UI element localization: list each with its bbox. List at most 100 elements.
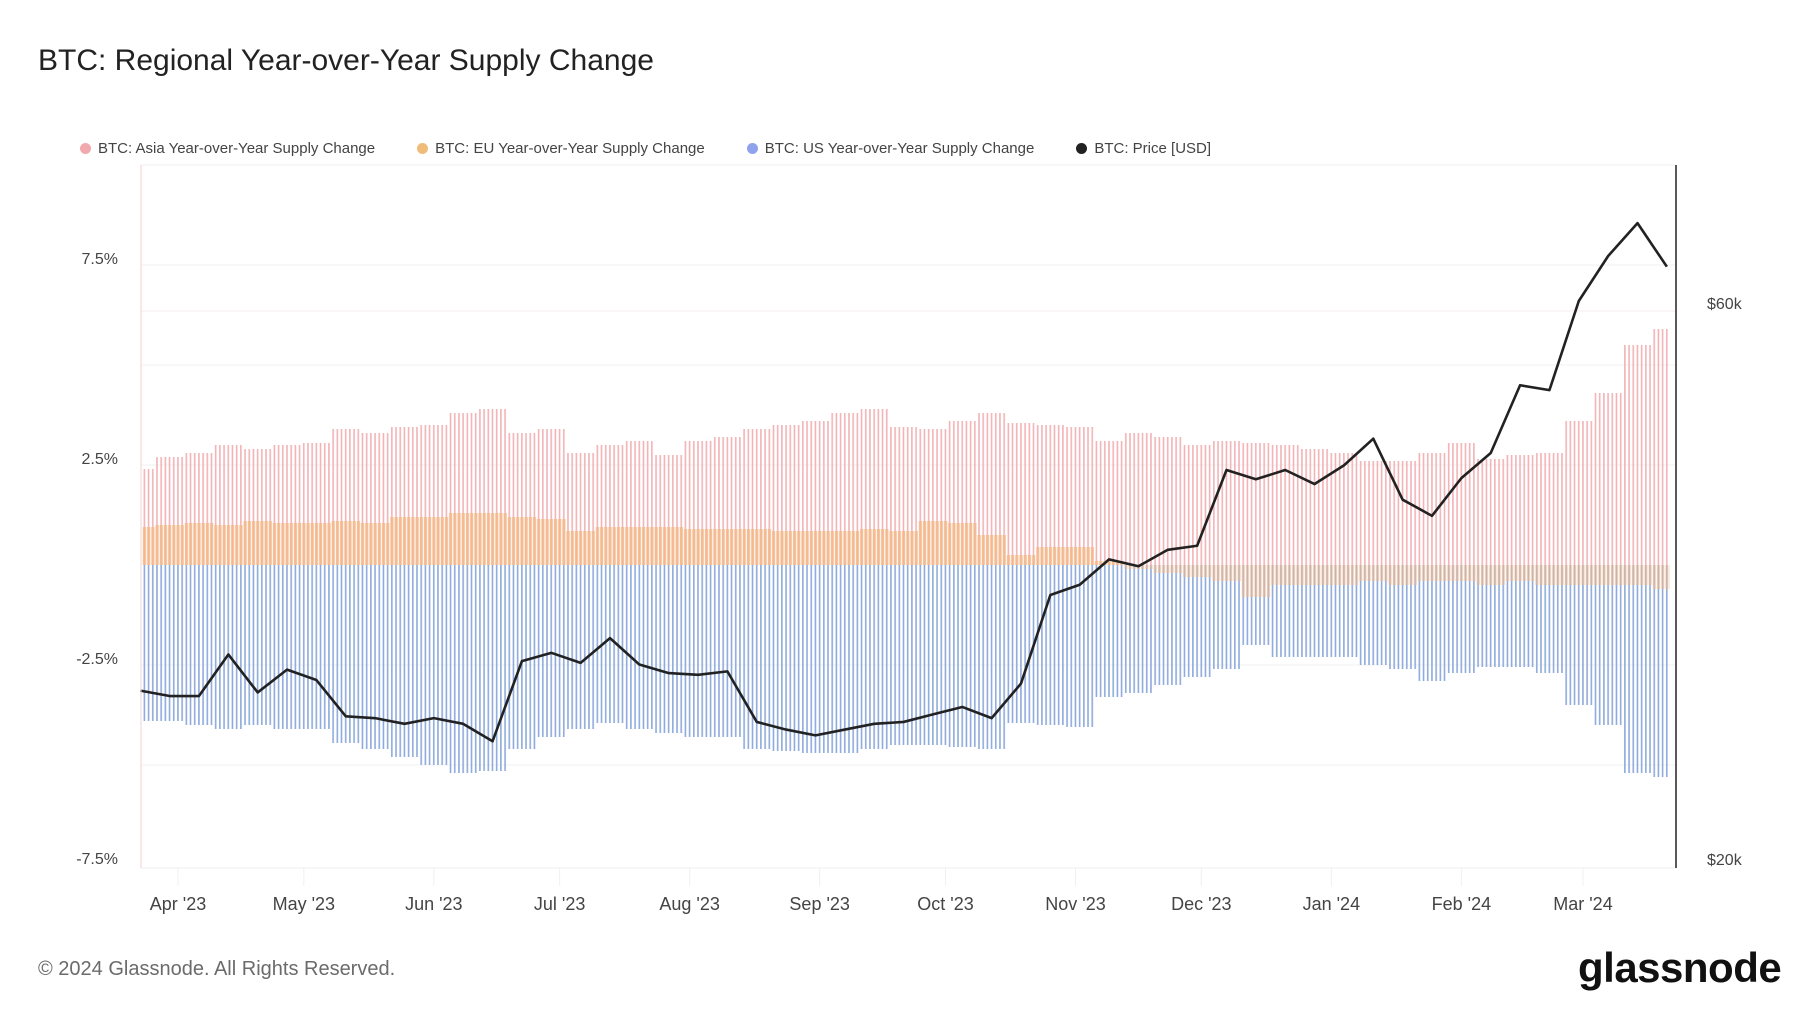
eu-bar <box>565 531 596 565</box>
us-bar <box>1652 565 1670 777</box>
eu-bar <box>1182 565 1212 577</box>
us-bar <box>1065 565 1095 727</box>
eu-bar <box>742 529 772 565</box>
eu-bar <box>859 529 889 565</box>
asia-bar <box>1446 443 1477 565</box>
eu-bar <box>1270 565 1300 585</box>
us-bar <box>624 565 655 729</box>
eu-bar <box>830 531 860 565</box>
eu-bar <box>624 527 655 565</box>
x-tick-label: Jul '23 <box>534 894 585 914</box>
asia-bar <box>1123 433 1154 565</box>
x-tick-label: Aug '23 <box>659 894 720 914</box>
eu-bar <box>507 517 537 565</box>
eu-bar <box>272 523 302 565</box>
us-bar <box>331 565 361 743</box>
asia-bar <box>1622 345 1653 565</box>
asia-bar <box>1652 329 1670 565</box>
x-tick-label: Dec '23 <box>1171 894 1231 914</box>
asia-bar <box>1065 427 1095 565</box>
asia-bar <box>1006 423 1036 565</box>
us-bar <box>595 565 625 723</box>
eu-bar <box>184 523 214 565</box>
y-left-tick-label: -7.5% <box>76 851 118 868</box>
eu-bar <box>1006 555 1036 565</box>
eu-bar <box>771 531 801 565</box>
eu-bar <box>1387 565 1418 585</box>
x-tick-label: Jun '23 <box>405 894 462 914</box>
us-bar <box>142 565 155 721</box>
us-bar <box>1593 565 1623 725</box>
us-bar <box>742 565 772 749</box>
eu-bar <box>1564 565 1594 585</box>
us-bar <box>976 565 1007 749</box>
legend-item-eu[interactable]: BTC: EU Year-over-Year Supply Change <box>417 140 705 157</box>
eu-bar <box>1153 565 1183 573</box>
eu-bar <box>654 527 684 565</box>
eu-bar <box>142 527 155 565</box>
legend-label-us: BTC: US Year-over-Year Supply Change <box>764 140 1035 157</box>
x-tick-label: Nov '23 <box>1045 894 1105 914</box>
x-tick-label: Mar '24 <box>1553 894 1612 914</box>
eu-bar <box>1329 565 1359 585</box>
y-left-tick-label: 2.5% <box>82 451 118 468</box>
eu-bar <box>683 529 713 565</box>
us-bar <box>1417 565 1447 681</box>
us-bar <box>654 565 684 733</box>
eu-bar <box>1652 565 1670 589</box>
y-left-tick-label: 7.5% <box>82 251 118 268</box>
chart-title: BTC: Regional Year-over-Year Supply Chan… <box>38 44 654 77</box>
eu-bar <box>213 525 244 565</box>
us-bar <box>800 565 831 753</box>
us-bar <box>683 565 713 737</box>
eu-bar <box>1065 547 1095 565</box>
us-bar <box>1505 565 1535 667</box>
legend-item-price[interactable]: BTC: Price [USD] <box>1076 140 1211 157</box>
eu-bar <box>1241 565 1271 597</box>
legend-dot-us-icon <box>746 143 758 154</box>
us-bar <box>536 565 566 737</box>
us-bar <box>1123 565 1154 693</box>
us-bar <box>1094 565 1124 697</box>
legend: BTC: Asia Year-over-Year Supply Change B… <box>80 140 1211 157</box>
legend-label-eu: BTC: EU Year-over-Year Supply Change <box>435 140 705 157</box>
us-bar <box>272 565 302 729</box>
us-bar <box>213 565 244 729</box>
us-bar <box>771 565 801 751</box>
us-bar <box>184 565 214 725</box>
y-left-tick-label: -2.5% <box>76 651 118 668</box>
legend-dot-asia-icon <box>80 143 91 154</box>
us-bar <box>1006 565 1036 723</box>
eu-bar <box>154 525 185 565</box>
us-bar <box>243 565 273 725</box>
eu-bar <box>947 523 977 565</box>
copyright: © 2024 Glassnode. All Rights Reserved. <box>38 958 396 980</box>
eu-bar <box>1446 565 1477 581</box>
asia-bar <box>1593 393 1623 565</box>
legend-item-asia[interactable]: BTC: Asia Year-over-Year Supply Change <box>80 140 375 157</box>
eu-bar <box>1299 565 1330 585</box>
x-tick-label: Apr '23 <box>150 894 206 914</box>
us-bar <box>712 565 743 737</box>
y-right-tick-label: $20k <box>1707 852 1743 869</box>
us-bar <box>1182 565 1212 677</box>
eu-bar <box>595 527 625 565</box>
eu-bar <box>389 517 420 565</box>
us-bar <box>1035 565 1066 725</box>
x-tick-label: Oct '23 <box>917 894 973 914</box>
asia-bar <box>1153 437 1183 565</box>
us-bar <box>154 565 185 721</box>
asia-bar <box>1534 453 1565 565</box>
asia-bar <box>1035 425 1066 565</box>
eu-bar <box>1505 565 1535 581</box>
x-tick-label: Feb '24 <box>1432 894 1491 914</box>
glassnode-logo: glassnode <box>1578 944 1782 991</box>
eu-bar <box>360 523 390 565</box>
legend-item-us[interactable]: BTC: US Year-over-Year Supply Change <box>746 140 1035 157</box>
us-bar <box>419 565 449 765</box>
legend-label-asia: BTC: Asia Year-over-Year Supply Change <box>98 140 376 157</box>
asia-bar <box>1241 443 1271 565</box>
asia-bar <box>1270 445 1300 565</box>
eu-bar <box>1035 547 1066 565</box>
